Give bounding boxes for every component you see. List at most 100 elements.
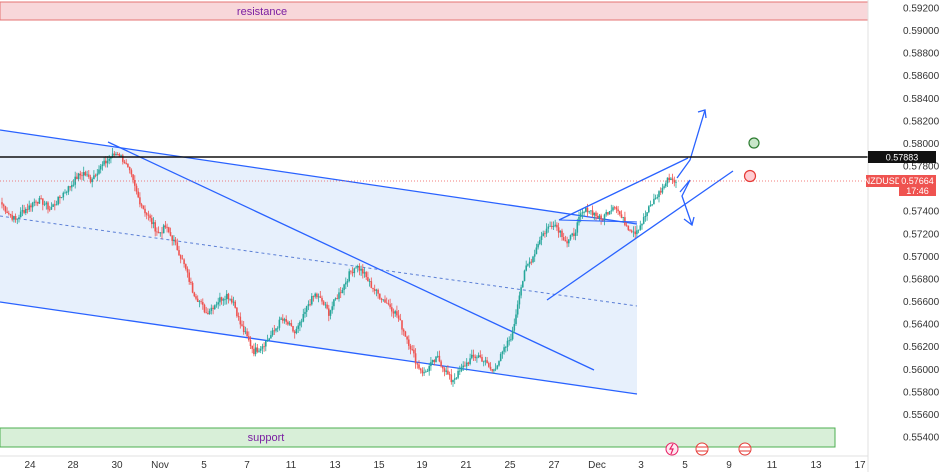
candle-up[interactable]	[579, 213, 582, 217]
candle-down[interactable]	[9, 213, 12, 216]
candle-down[interactable]	[151, 218, 153, 225]
candle-down[interactable]	[488, 363, 490, 367]
candle-down[interactable]	[94, 175, 97, 177]
candle-up[interactable]	[610, 210, 613, 212]
candle-down[interactable]	[350, 271, 352, 273]
candle-up[interactable]	[608, 211, 611, 215]
candle-down[interactable]	[562, 237, 565, 240]
candle-up[interactable]	[568, 239, 570, 244]
candle-down[interactable]	[634, 231, 636, 235]
candle-up[interactable]	[288, 323, 291, 325]
candle-up[interactable]	[453, 378, 456, 380]
candle-up[interactable]	[152, 222, 155, 224]
candle-up[interactable]	[18, 217, 20, 219]
candle-up[interactable]	[394, 311, 396, 314]
candle-up[interactable]	[496, 365, 499, 369]
candle-down[interactable]	[139, 197, 141, 205]
candle-up[interactable]	[65, 192, 68, 193]
candle-up[interactable]	[518, 295, 521, 305]
candle-down[interactable]	[392, 311, 395, 314]
candle-down[interactable]	[319, 296, 322, 298]
candle-up[interactable]	[588, 211, 590, 213]
candle-down[interactable]	[595, 212, 597, 217]
candle-down[interactable]	[193, 292, 196, 297]
candle-down[interactable]	[251, 346, 253, 349]
candle-down[interactable]	[615, 207, 618, 210]
candle-down[interactable]	[659, 191, 662, 193]
candle-down[interactable]	[358, 266, 361, 271]
candle-down[interactable]	[113, 153, 116, 156]
candle-up[interactable]	[43, 204, 46, 206]
candle-up[interactable]	[304, 311, 306, 314]
candle-down[interactable]	[464, 365, 466, 367]
candle-down[interactable]	[627, 225, 630, 230]
candle-down[interactable]	[135, 185, 138, 192]
candle-down[interactable]	[179, 255, 182, 259]
candle-down[interactable]	[195, 296, 197, 299]
candle-up[interactable]	[522, 281, 524, 288]
candle-down[interactable]	[561, 230, 563, 237]
candle-down[interactable]	[164, 225, 167, 228]
candle-up[interactable]	[225, 293, 228, 300]
candle-down[interactable]	[174, 239, 177, 243]
candle-up[interactable]	[120, 155, 122, 157]
candle-up[interactable]	[465, 362, 468, 367]
candle-up[interactable]	[341, 290, 344, 293]
candle-down[interactable]	[557, 227, 560, 233]
candle-up[interactable]	[98, 169, 100, 174]
candle-up[interactable]	[426, 371, 429, 372]
candle-up[interactable]	[675, 181, 677, 183]
candle-down[interactable]	[35, 201, 37, 203]
candle-down[interactable]	[168, 227, 170, 233]
candle-up[interactable]	[431, 360, 434, 363]
candle-down[interactable]	[282, 318, 284, 321]
candle-down[interactable]	[88, 174, 90, 177]
candle-down[interactable]	[4, 206, 7, 212]
candle-down[interactable]	[137, 191, 139, 198]
candle-down[interactable]	[389, 304, 391, 308]
candle-up[interactable]	[646, 212, 648, 216]
candle-up[interactable]	[653, 198, 655, 205]
candle-down[interactable]	[443, 368, 446, 372]
candle-up[interactable]	[329, 310, 332, 316]
candle-up[interactable]	[513, 324, 516, 331]
candle-down[interactable]	[76, 176, 78, 180]
candle-up[interactable]	[343, 284, 345, 290]
candle-up[interactable]	[270, 335, 272, 339]
candle-down[interactable]	[414, 353, 417, 364]
candle-down[interactable]	[84, 172, 87, 176]
candle-up[interactable]	[656, 197, 659, 198]
candle-down[interactable]	[6, 211, 8, 213]
candle-down[interactable]	[479, 355, 482, 357]
target-up-marker[interactable]	[748, 137, 760, 149]
candle-up[interactable]	[428, 366, 430, 372]
candle-down[interactable]	[140, 204, 143, 206]
candle-down[interactable]	[596, 216, 599, 219]
candle-up[interactable]	[13, 216, 15, 220]
candle-up[interactable]	[346, 281, 349, 283]
candle-down[interactable]	[339, 292, 342, 294]
candle-down[interactable]	[617, 209, 619, 212]
candle-up[interactable]	[501, 351, 504, 354]
candle-down[interactable]	[237, 316, 240, 317]
channel-upper-line[interactable]	[0, 129, 638, 225]
candle-up[interactable]	[307, 304, 310, 307]
candle-up[interactable]	[537, 244, 539, 248]
candle-down[interactable]	[629, 229, 631, 231]
candle-up[interactable]	[505, 347, 507, 348]
candle-up[interactable]	[498, 361, 500, 366]
bearish-arrow-path[interactable]	[679, 179, 693, 226]
candle-down[interactable]	[321, 297, 323, 302]
candle-up[interactable]	[528, 261, 531, 264]
candle-down[interactable]	[619, 211, 621, 215]
price-axis[interactable]	[867, 0, 941, 472]
resistance-zone[interactable]	[0, 1, 889, 21]
candle-down[interactable]	[242, 325, 245, 332]
candle-up[interactable]	[333, 299, 335, 307]
candle-down[interactable]	[202, 302, 204, 305]
candle-down[interactable]	[408, 339, 410, 346]
candle-up[interactable]	[527, 264, 529, 266]
candle-down[interactable]	[385, 302, 388, 304]
candle-up[interactable]	[477, 355, 480, 358]
candle-up[interactable]	[268, 338, 270, 341]
